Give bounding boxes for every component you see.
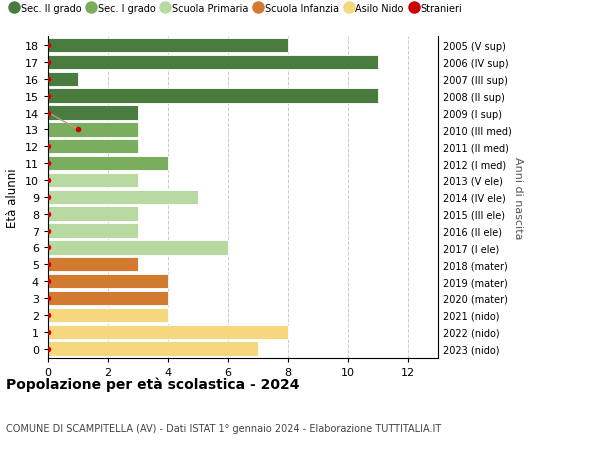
Bar bbox=[48, 291, 168, 305]
Bar bbox=[48, 140, 138, 154]
Bar bbox=[48, 241, 228, 255]
Bar bbox=[48, 123, 138, 137]
Text: COMUNE DI SCAMPITELLA (AV) - Dati ISTAT 1° gennaio 2024 - Elaborazione TUTTITALI: COMUNE DI SCAMPITELLA (AV) - Dati ISTAT … bbox=[6, 424, 441, 433]
Bar bbox=[48, 56, 378, 70]
Bar bbox=[48, 341, 258, 356]
Y-axis label: Anni di nascita: Anni di nascita bbox=[513, 156, 523, 239]
Legend: Sec. II grado, Sec. I grado, Scuola Primaria, Scuola Infanzia, Asilo Nido, Stran: Sec. II grado, Sec. I grado, Scuola Prim… bbox=[6, 0, 466, 18]
Text: Popolazione per età scolastica - 2024: Popolazione per età scolastica - 2024 bbox=[6, 376, 299, 391]
Bar bbox=[48, 325, 288, 339]
Bar bbox=[48, 39, 288, 53]
Bar bbox=[48, 207, 138, 221]
Bar bbox=[48, 257, 138, 272]
Bar bbox=[48, 157, 168, 171]
Y-axis label: Età alunni: Età alunni bbox=[6, 168, 19, 227]
Bar bbox=[48, 106, 138, 120]
Bar bbox=[48, 73, 78, 87]
Bar bbox=[48, 274, 168, 289]
Bar bbox=[48, 90, 378, 104]
Bar bbox=[48, 308, 168, 322]
Bar bbox=[48, 190, 198, 205]
Bar bbox=[48, 224, 138, 238]
Bar bbox=[48, 174, 138, 188]
